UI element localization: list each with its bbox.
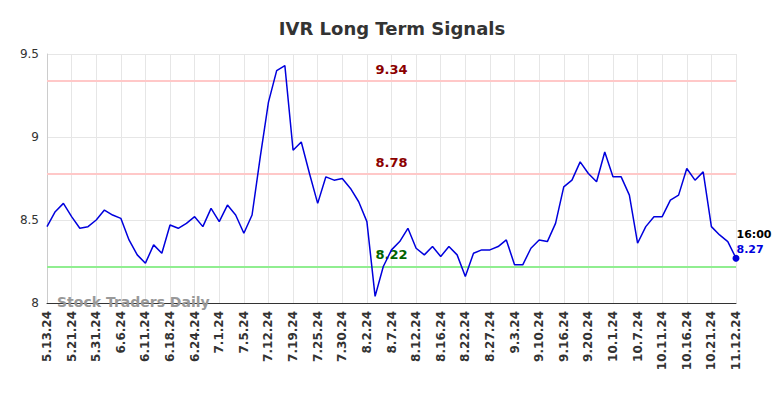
svg-text:9.20.24: 9.20.24 — [581, 311, 595, 362]
svg-text:9.3.24: 9.3.24 — [508, 311, 522, 354]
svg-text:8.27.24: 8.27.24 — [483, 311, 497, 362]
svg-text:5.31.24: 5.31.24 — [89, 311, 103, 362]
svg-text:8.27: 8.27 — [737, 243, 764, 256]
svg-text:7.12.24: 7.12.24 — [261, 311, 275, 362]
svg-text:6.24.24: 6.24.24 — [188, 311, 202, 362]
svg-text:6.18.24: 6.18.24 — [163, 311, 177, 362]
svg-text:8.22: 8.22 — [375, 247, 408, 263]
svg-text:IVR Long Term Signals: IVR Long Term Signals — [279, 18, 505, 39]
svg-text:8.78: 8.78 — [375, 155, 407, 170]
svg-text:7.30.24: 7.30.24 — [335, 311, 349, 362]
svg-text:6.11.24: 6.11.24 — [138, 311, 152, 362]
svg-text:8.16.24: 8.16.24 — [434, 311, 448, 362]
svg-text:10.16.24: 10.16.24 — [680, 311, 694, 370]
svg-text:8.7.24: 8.7.24 — [385, 311, 399, 354]
svg-text:8.22.24: 8.22.24 — [458, 311, 472, 362]
svg-text:5.13.24: 5.13.24 — [40, 311, 54, 362]
svg-text:10.7.24: 10.7.24 — [631, 311, 645, 362]
svg-text:9.16.24: 9.16.24 — [557, 311, 571, 362]
svg-text:9.10.24: 9.10.24 — [532, 311, 546, 362]
svg-text:10.1.24: 10.1.24 — [606, 311, 620, 362]
svg-text:9: 9 — [31, 130, 39, 144]
svg-text:7.19.24: 7.19.24 — [286, 311, 300, 362]
svg-text:7.1.24: 7.1.24 — [212, 311, 226, 354]
svg-text:6.6.24: 6.6.24 — [114, 311, 128, 354]
svg-text:5.21.24: 5.21.24 — [65, 311, 79, 362]
svg-text:7.25.24: 7.25.24 — [311, 311, 325, 362]
svg-text:10.21.24: 10.21.24 — [704, 311, 718, 370]
svg-text:8: 8 — [31, 296, 39, 310]
svg-text:8.2.24: 8.2.24 — [360, 311, 374, 354]
svg-text:7.5.24: 7.5.24 — [237, 311, 251, 354]
svg-text:9.5: 9.5 — [20, 47, 39, 61]
svg-text:10.11.24: 10.11.24 — [655, 311, 669, 370]
svg-text:11.12.24: 11.12.24 — [729, 311, 743, 370]
svg-text:16:00: 16:00 — [737, 228, 772, 241]
svg-text:8.5: 8.5 — [20, 213, 39, 227]
svg-text:9.34: 9.34 — [375, 62, 407, 77]
svg-text:8.12.24: 8.12.24 — [409, 311, 423, 362]
svg-text:Stock Traders Daily: Stock Traders Daily — [57, 294, 210, 310]
